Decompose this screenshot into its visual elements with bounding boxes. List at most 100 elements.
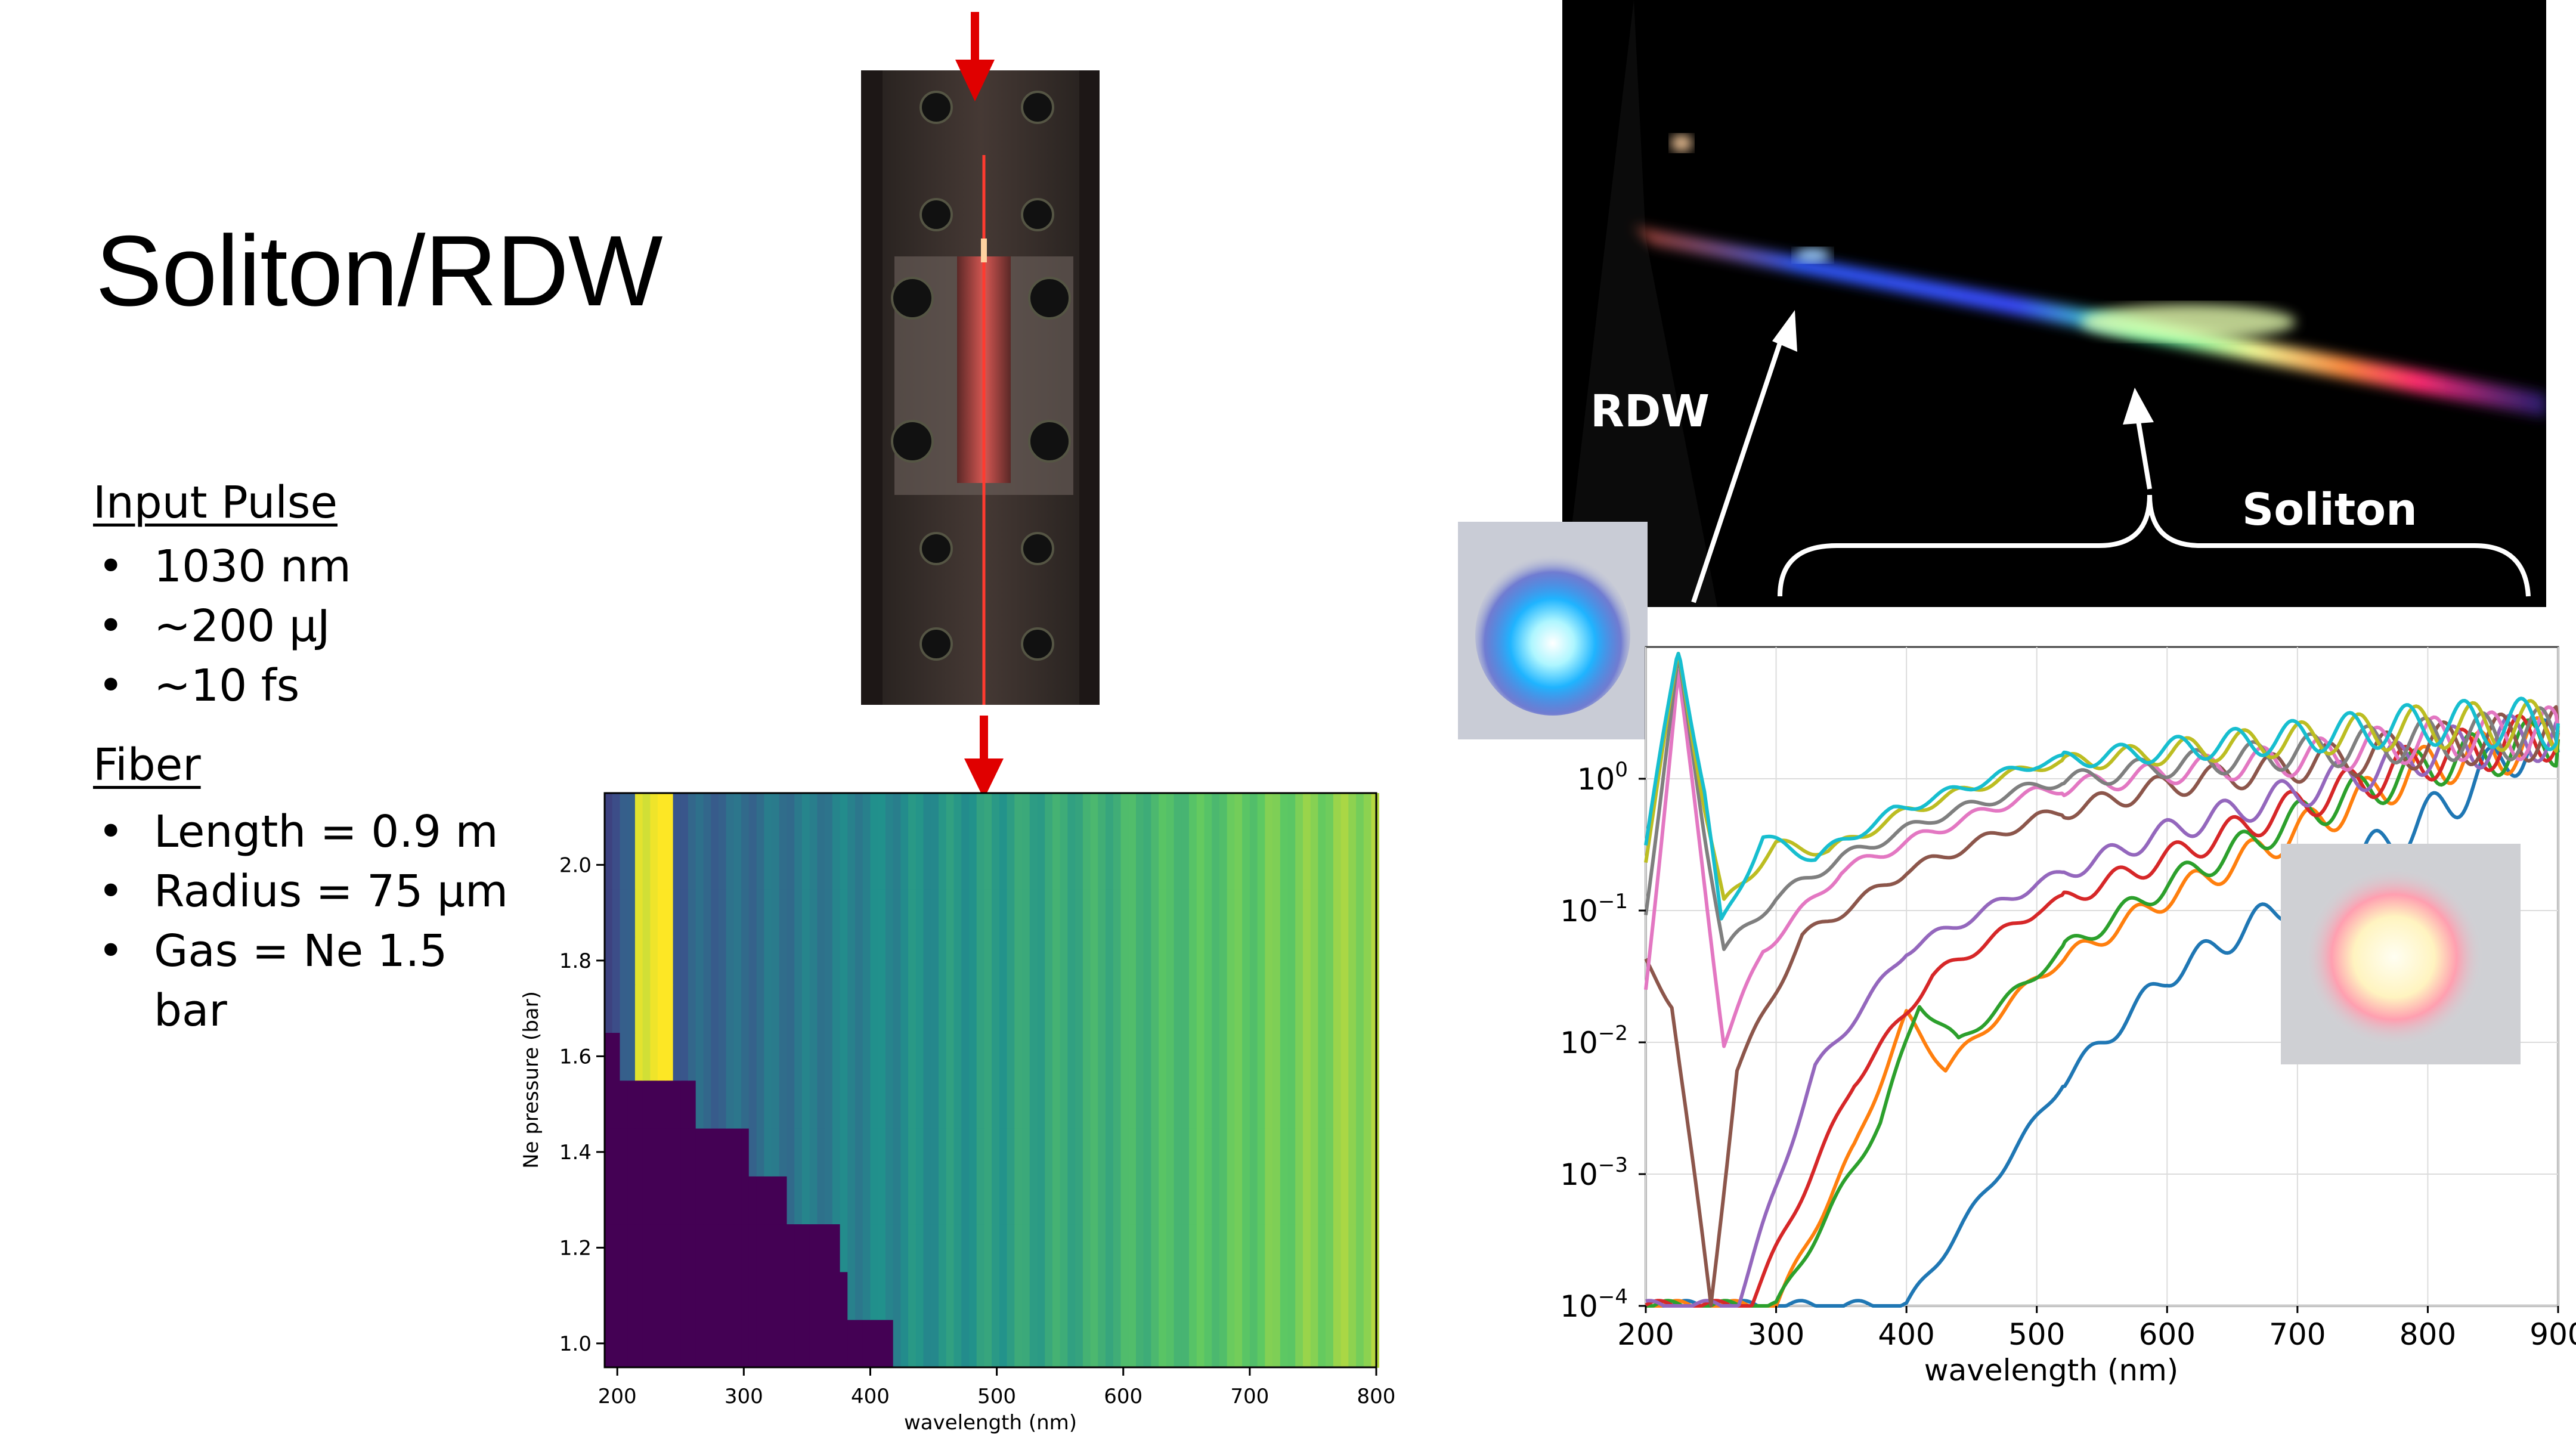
heatmap-cell: [809, 1271, 818, 1320]
heatmap-cell: [817, 984, 825, 1033]
heatmap-cell: [1340, 984, 1349, 1033]
heatmap-cell: [680, 1224, 689, 1272]
heatmap-cell: [1280, 793, 1289, 841]
heatmap-cell: [992, 1128, 1000, 1176]
heatmap-cell: [741, 1271, 750, 1320]
heatmap-cell: [878, 1176, 886, 1225]
heatmap-cell: [726, 1128, 735, 1176]
heatmap-cell: [627, 936, 636, 985]
heatmap-cell: [772, 936, 780, 985]
heatmap-cell: [1340, 841, 1349, 890]
heatmap-cell: [642, 1176, 651, 1225]
heatmap-cell: [1060, 1271, 1069, 1320]
heatmap-cell: [946, 1128, 955, 1176]
heatmap-cell: [1272, 1128, 1281, 1176]
heatmap-cell: [658, 1080, 666, 1129]
heatmap-cell: [1098, 1224, 1106, 1272]
heatmap-cell: [1029, 936, 1038, 985]
heatmap-cell: [688, 1224, 696, 1272]
heatmap-cell: [840, 936, 849, 985]
heatmap-cell: [680, 1032, 689, 1081]
heatmap-cell: [1007, 1271, 1015, 1320]
heatmap-cell: [1212, 1271, 1220, 1320]
heatmap-cell: [1143, 1128, 1152, 1176]
heatmap-cell: [726, 1032, 735, 1081]
heatmap-cell: [931, 1319, 939, 1368]
heatmap-cell: [953, 841, 962, 890]
heatmap-cell: [764, 888, 772, 937]
x-tick-label: 800: [1357, 1385, 1396, 1408]
heatmap-cell: [1090, 1271, 1099, 1320]
heatmap-cell: [825, 1176, 833, 1225]
heatmap-cell: [1037, 888, 1045, 937]
heatmap-cell: [961, 1032, 970, 1081]
heatmap-cell: [673, 1224, 682, 1272]
heatmap-cell: [840, 841, 849, 890]
heatmap-cell: [764, 1176, 772, 1225]
heatmap-cell: [1159, 1176, 1167, 1225]
heatmap-cell: [1219, 1176, 1228, 1225]
heatmap-cell: [1136, 793, 1144, 841]
heatmap-cell: [946, 1032, 955, 1081]
heatmap-cell: [612, 1271, 621, 1320]
heatmap-cell: [1143, 841, 1152, 890]
heatmap-cell: [1151, 1319, 1159, 1368]
heatmap-cell: [1098, 1128, 1106, 1176]
heatmap-cell: [650, 793, 658, 841]
heatmap-cell: [612, 936, 621, 985]
heatmap-cell: [673, 984, 682, 1033]
heatmap-cell: [908, 1319, 917, 1368]
heatmap-cell: [794, 936, 803, 985]
heatmap-cell: [1029, 1224, 1038, 1272]
heatmap-cell: [1075, 1224, 1083, 1272]
heatmap-cell: [1128, 1128, 1137, 1176]
heatmap-cell: [733, 936, 742, 985]
heatmap-cell: [900, 1128, 909, 1176]
heatmap-cell: [1272, 1176, 1281, 1225]
heatmap-cell: [688, 1128, 696, 1176]
heatmap-cell: [817, 1271, 825, 1320]
heatmap-cell: [847, 1224, 856, 1272]
heatmap-cell: [923, 1224, 932, 1272]
heatmap-cell: [878, 936, 886, 985]
heatmap-cell: [1106, 1128, 1114, 1176]
heatmap-cell: [1249, 936, 1258, 985]
heatmap-cell: [1318, 1319, 1326, 1368]
heatmap-cell: [794, 984, 803, 1033]
heatmap-cell: [612, 1080, 621, 1129]
heatmap-cell: [642, 1080, 651, 1129]
heatmap-cell: [1045, 888, 1053, 937]
heatmap-cell: [688, 1319, 696, 1368]
heatmap-cell: [1166, 936, 1175, 985]
heatmap-cell: [741, 793, 750, 841]
heatmap-cell: [939, 1176, 947, 1225]
heatmap-cell: [878, 984, 886, 1033]
heatmap-cell: [1120, 984, 1129, 1033]
x-tick-label: 300: [724, 1385, 763, 1408]
heatmap-cell: [1326, 1271, 1334, 1320]
heatmap-cell: [673, 1176, 682, 1225]
heatmap-cell: [953, 1080, 962, 1129]
x-tick-label: 600: [2139, 1317, 2196, 1352]
heatmap-cell: [1120, 1271, 1129, 1320]
heatmap-cell: [801, 888, 810, 937]
heatmap-cell: [1151, 984, 1159, 1033]
heatmap-cell: [658, 1032, 666, 1081]
heatmap-cell: [1098, 1080, 1106, 1129]
heatmap-cell: [1196, 1319, 1205, 1368]
heatmap-cell: [605, 1080, 613, 1129]
heatmap-cell: [1333, 1319, 1342, 1368]
heatmap-cell: [893, 984, 902, 1033]
heatmap-cell: [923, 888, 932, 937]
heatmap-cell: [1310, 888, 1319, 937]
heatmap-cell: [1060, 1128, 1069, 1176]
heatmap-cell: [1037, 1032, 1045, 1081]
heatmap-cell: [862, 1176, 871, 1225]
heatmap-cell: [1174, 936, 1182, 985]
heatmap-cell: [1333, 1176, 1342, 1225]
heatmap-cell: [748, 936, 757, 985]
heatmap-cell: [1166, 1128, 1175, 1176]
heatmap-cell: [1295, 1176, 1304, 1225]
heatmap-cell: [634, 1176, 643, 1225]
heatmap-cell: [741, 1080, 750, 1129]
